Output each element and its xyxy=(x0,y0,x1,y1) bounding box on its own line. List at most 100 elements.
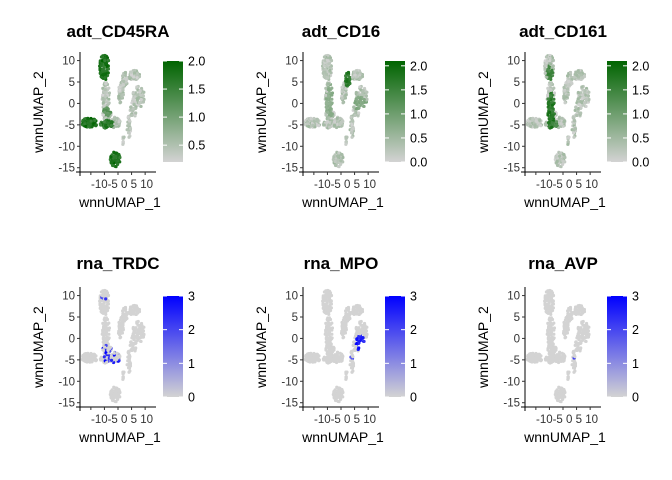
data-point xyxy=(566,370,571,375)
data-point xyxy=(99,64,103,68)
data-point xyxy=(335,116,339,120)
data-point xyxy=(365,325,369,329)
data-point xyxy=(139,97,143,102)
data-point xyxy=(359,93,363,97)
data-point xyxy=(138,89,142,93)
data-point xyxy=(307,124,311,129)
data-point xyxy=(558,393,562,397)
data-point xyxy=(309,351,313,355)
data-point xyxy=(116,394,120,398)
data-point xyxy=(324,101,328,105)
data-point xyxy=(358,76,362,80)
data-point xyxy=(563,155,567,160)
data-point xyxy=(566,377,570,381)
data-point xyxy=(554,358,559,362)
data-point xyxy=(349,115,353,119)
data-point xyxy=(321,71,325,75)
data-point xyxy=(337,400,341,404)
colorbar-tick-label: 1 xyxy=(632,357,639,371)
data-point xyxy=(126,115,130,119)
colorbar-tick-label: 0 xyxy=(632,391,639,405)
data-point xyxy=(103,322,107,327)
data-point xyxy=(137,336,142,340)
data-point xyxy=(344,377,348,381)
data-point xyxy=(562,387,566,392)
data-point xyxy=(109,390,113,394)
data-point xyxy=(559,165,563,169)
data-point xyxy=(135,76,139,80)
data-point xyxy=(544,55,549,59)
colorbar-tick-label: 1 xyxy=(410,357,417,371)
data-point xyxy=(577,103,581,107)
data-point xyxy=(361,324,365,328)
data-point xyxy=(575,308,579,312)
data-point xyxy=(549,94,553,98)
data-point xyxy=(327,297,331,301)
data-point xyxy=(352,70,357,74)
data-point xyxy=(531,351,535,355)
data-point xyxy=(114,151,118,155)
data-point xyxy=(107,97,111,101)
data-point xyxy=(548,76,552,80)
data-point xyxy=(324,113,328,117)
data-point xyxy=(364,94,369,98)
data-point xyxy=(350,75,355,79)
data-point xyxy=(89,116,93,121)
data-point xyxy=(89,119,93,123)
data-point xyxy=(344,74,348,78)
data-point xyxy=(581,328,585,332)
y-tick-label: 10 xyxy=(62,291,75,303)
data-point xyxy=(141,94,146,98)
y-axis-label: wnnUMAP_2 xyxy=(475,71,491,154)
data-point xyxy=(123,305,128,310)
data-point xyxy=(324,72,329,76)
data-point xyxy=(358,85,362,89)
data-point xyxy=(337,122,342,126)
data-point xyxy=(316,353,320,357)
scatter-points xyxy=(80,53,146,169)
data-point xyxy=(328,68,332,72)
data-point xyxy=(570,312,574,317)
data-point xyxy=(107,332,111,336)
data-point xyxy=(105,360,109,364)
y-axis-label: wnnUMAP_2 xyxy=(253,71,269,154)
data-point xyxy=(117,96,121,100)
data-point xyxy=(571,366,576,370)
data-point xyxy=(322,290,327,294)
data-point xyxy=(134,346,138,350)
data-point xyxy=(344,309,348,313)
data-point xyxy=(566,93,570,97)
data-point xyxy=(132,71,137,75)
data-point xyxy=(561,394,565,398)
data-point xyxy=(563,101,567,105)
data-point xyxy=(555,163,560,168)
data-point xyxy=(583,324,587,328)
data-point xyxy=(329,58,333,62)
data-point xyxy=(104,62,108,66)
x-axis-label: wnnUMAP_1 xyxy=(301,429,384,445)
data-point xyxy=(94,124,98,128)
data-point xyxy=(572,135,576,139)
data-point xyxy=(86,351,90,355)
data-point xyxy=(110,120,114,124)
data-point xyxy=(534,119,538,123)
data-point xyxy=(121,87,125,91)
y-tick-label: -10 xyxy=(281,376,298,388)
data-point xyxy=(353,113,357,118)
y-axis-label: wnnUMAP_2 xyxy=(475,306,491,389)
data-point xyxy=(118,101,122,105)
data-point xyxy=(117,152,121,157)
y-tick-label: -10 xyxy=(503,141,520,153)
data-point xyxy=(567,314,571,318)
data-point xyxy=(99,358,103,362)
data-point xyxy=(136,328,140,332)
y-tick-label: -5 xyxy=(288,355,298,367)
scatter-points xyxy=(303,53,369,169)
colorbar-tick-label: 0 xyxy=(410,391,417,405)
colorbar-tick-label: 0.0 xyxy=(632,156,649,170)
data-point xyxy=(130,113,134,118)
data-point xyxy=(101,93,105,97)
data-point xyxy=(106,293,110,297)
data-point xyxy=(103,311,107,315)
data-point xyxy=(83,357,87,361)
